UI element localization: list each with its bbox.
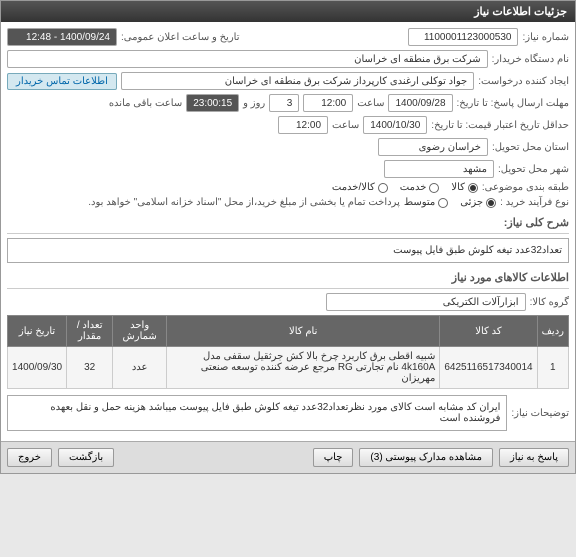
table-row: 1 6425116517340014 شبیه اقطی برق کاربرد … <box>8 347 569 389</box>
cell-idx: 1 <box>537 347 568 389</box>
panel-title: جزئیات اطلاعات نیاز <box>1 1 575 22</box>
th-code: کد کالا <box>440 316 537 347</box>
radio-icon <box>378 183 388 193</box>
notes-label: توضیحات نیاز: <box>511 408 569 419</box>
creator-label: ایجاد کننده درخواست: <box>478 76 569 87</box>
radio-icon <box>486 198 496 208</box>
time-label-2: ساعت <box>332 120 359 131</box>
group-field: ابزارآلات الکتریکی <box>326 293 526 311</box>
contact-button[interactable]: اطلاعات تماس خریدار <box>7 73 117 90</box>
radio-goods[interactable]: کالا <box>451 182 478 193</box>
buyer-label: نام دستگاه خریدار: <box>492 54 569 65</box>
deadline-label: مهلت ارسال پاسخ: تا تاریخ: <box>457 98 569 109</box>
announce-label: تاریخ و ساعت اعلان عمومی: <box>121 32 240 43</box>
radio-icon <box>429 183 439 193</box>
city-label: شهر محل تحویل: <box>498 164 569 175</box>
time-label-1: ساعت <box>357 98 384 109</box>
radio-icon <box>468 183 478 193</box>
radio-partial-label: جزئی <box>460 197 483 208</box>
cell-qty: 32 <box>67 347 113 389</box>
th-date: تاریخ نیاز <box>8 316 67 347</box>
group-label: گروه کالا: <box>530 297 569 308</box>
category-radio-group: کالا خدمت کالا/خدمت <box>332 182 478 193</box>
cell-date: 1400/09/30 <box>8 347 67 389</box>
days-label: روز و <box>243 98 265 109</box>
process-radio-group: جزئی متوسط <box>404 197 496 208</box>
th-unit: واحد شمارش <box>113 316 167 347</box>
cell-name: شبیه اقطی برق کاربرد چرخ بالا کش جرثقیل … <box>167 347 440 389</box>
th-row: ردیف <box>537 316 568 347</box>
notes-text: ایران کد مشابه است کالای مورد نظرتعداد32… <box>7 395 507 431</box>
print-button[interactable]: چاپ <box>313 448 354 467</box>
process-note: پرداخت تمام یا بخشی از مبلغ خرید،از محل … <box>88 197 400 208</box>
exit-button[interactable]: خروج <box>7 448 52 467</box>
cell-code: 6425116517340014 <box>440 347 537 389</box>
process-label: نوع فرآیند خرید : <box>500 197 569 208</box>
radio-both[interactable]: کالا/خدمت <box>332 182 388 193</box>
radio-icon <box>438 198 448 208</box>
creator-field: جواد توکلی ارغندی کارپرداز شرکت برق منطق… <box>121 72 474 90</box>
items-table: ردیف کد کالا نام کالا واحد شمارش تعداد /… <box>7 315 569 389</box>
back-button[interactable]: بازگشت <box>58 448 114 467</box>
radio-medium[interactable]: متوسط <box>404 197 448 208</box>
province-label: استان محل تحویل: <box>492 142 569 153</box>
radio-both-label: کالا/خدمت <box>332 182 375 193</box>
items-title: اطلاعات کالاهای مورد نیاز <box>7 267 569 289</box>
respond-button[interactable]: پاسخ به نیاز <box>499 448 569 467</box>
validity-label: حداقل تاریخ اعتبار قیمت: تا تاریخ: <box>431 120 569 131</box>
city-field: مشهد <box>384 160 494 178</box>
footer: پاسخ به نیاز مشاهده مدارک پیوستی (3) چاپ… <box>1 441 575 473</box>
validity-time-field: 12:00 <box>278 116 328 134</box>
th-qty: تعداد / مقدار <box>67 316 113 347</box>
content-area: شماره نیاز: 1100001123000530 تاریخ و ساع… <box>1 22 575 441</box>
radio-services-label: خدمت <box>400 182 427 193</box>
category-label: طبقه بندی موضوعی: <box>482 182 569 193</box>
remain-time-field: 23:00:15 <box>186 94 239 112</box>
desc-title: شرح کلی نیاز: <box>7 212 569 234</box>
province-field: خراسان رضوی <box>378 138 488 156</box>
deadline-date-field: 1400/09/28 <box>388 94 452 112</box>
need-no-label: شماره نیاز: <box>522 32 569 43</box>
validity-date-field: 1400/10/30 <box>363 116 427 134</box>
attachments-button[interactable]: مشاهده مدارک پیوستی (3) <box>359 448 493 467</box>
th-name: نام کالا <box>167 316 440 347</box>
details-panel: جزئیات اطلاعات نیاز شماره نیاز: 11000011… <box>0 0 576 474</box>
radio-goods-label: کالا <box>451 182 465 193</box>
days-field: 3 <box>269 94 299 112</box>
remain-label: ساعت باقی مانده <box>109 98 182 109</box>
cell-unit: عدد <box>113 347 167 389</box>
radio-medium-label: متوسط <box>404 197 435 208</box>
radio-partial[interactable]: جزئی <box>460 197 496 208</box>
deadline-time-field: 12:00 <box>303 94 353 112</box>
radio-services[interactable]: خدمت <box>400 182 440 193</box>
desc-text: تعداد32عدد تیغه کلوش طبق فایل پیوست <box>7 238 569 263</box>
announce-field: 1400/09/24 - 12:48 <box>7 28 117 46</box>
buyer-field: شرکت برق منطقه ای خراسان <box>7 50 488 68</box>
need-no-field: 1100001123000530 <box>408 28 518 46</box>
